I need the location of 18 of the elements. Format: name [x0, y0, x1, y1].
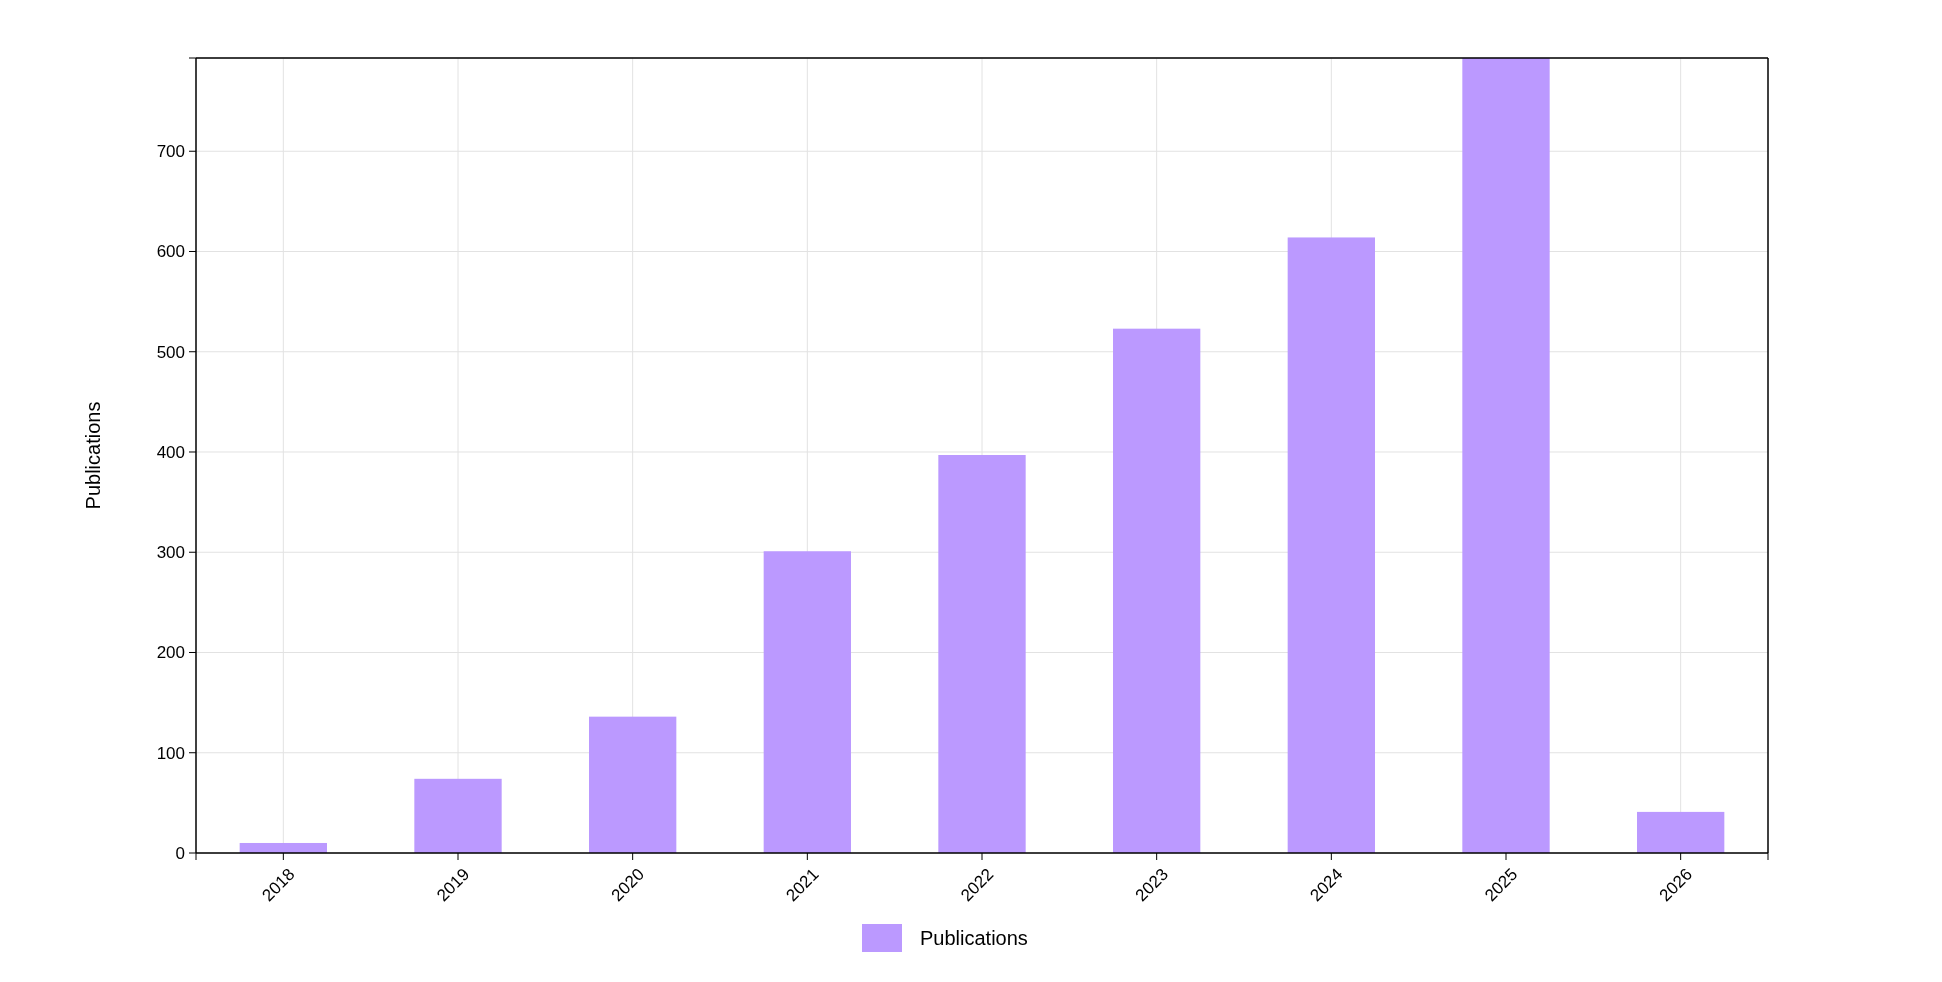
y-tick-label: 0 [175, 843, 185, 863]
bar [1462, 58, 1550, 853]
bar [414, 778, 502, 853]
y-tick-label: 300 [156, 543, 185, 563]
bar [1637, 811, 1725, 853]
bar [938, 455, 1026, 853]
y-axis-title: Publications [82, 401, 104, 510]
y-tick-label: 100 [156, 743, 185, 763]
y-tick-label: 200 [156, 643, 185, 663]
y-tick-label: 700 [156, 142, 185, 162]
bar [1113, 328, 1201, 853]
bar [763, 551, 851, 853]
y-tick-label: 500 [156, 342, 185, 362]
bar [1287, 237, 1375, 853]
y-tick-label: 400 [156, 442, 185, 462]
y-tick-label: 600 [156, 242, 185, 262]
legend-label: Publications [920, 927, 1028, 949]
bar [589, 716, 677, 853]
